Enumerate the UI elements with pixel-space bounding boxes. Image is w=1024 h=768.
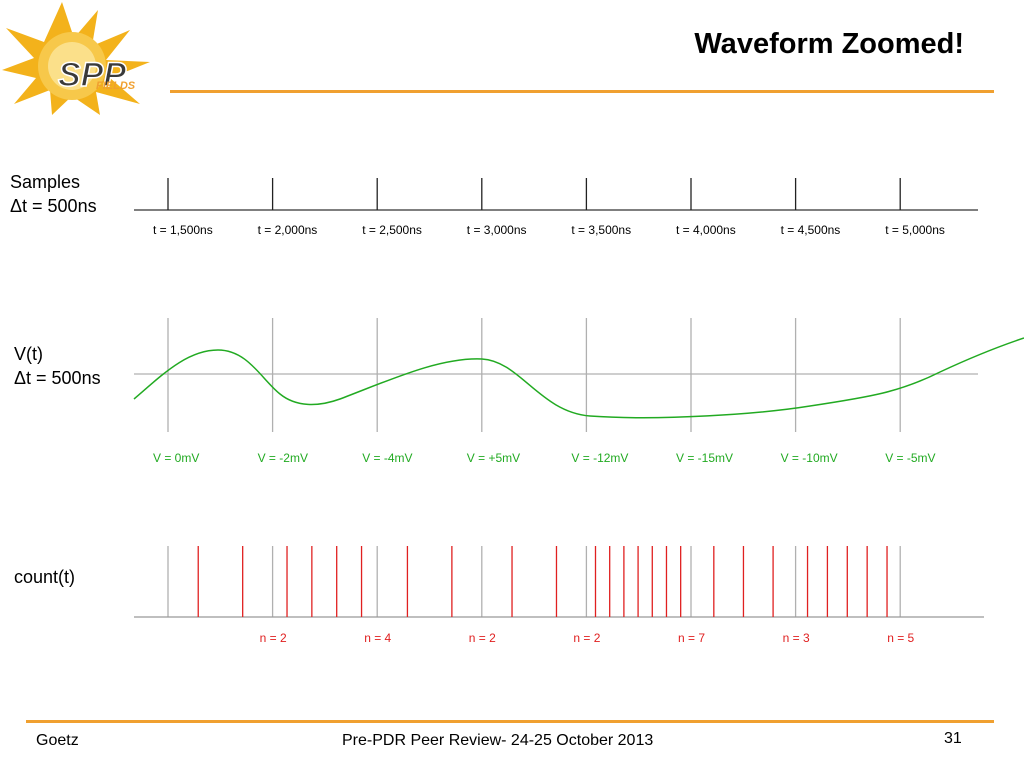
time-label: t = 1,500ns xyxy=(153,223,213,237)
time-label: t = 2,500ns xyxy=(362,223,422,237)
samples-label-block: Samples Δt = 500ns xyxy=(10,170,97,218)
voltage-label: V = -4mV xyxy=(362,451,412,465)
footer-author: Goetz xyxy=(36,732,79,749)
footer-event: Pre-PDR Peer Review- 24-25 October 2013 xyxy=(342,732,654,749)
time-label: t = 3,000ns xyxy=(467,223,527,237)
count-label: n = 3 xyxy=(783,631,810,645)
time-label: t = 4,000ns xyxy=(676,223,736,237)
samples-sublabel: Δt = 500ns xyxy=(10,196,97,216)
sun-burst-icon xyxy=(2,2,150,115)
voltage-row: V = 0mV V = -2mV V = -4mV V = +5mV V = -12mV… xyxy=(133,318,1024,465)
slide-title: Waveform Zoomed! xyxy=(694,28,964,60)
voltage-label: V = -15mV xyxy=(676,451,733,465)
time-label: t = 5,000ns xyxy=(885,223,945,237)
samples-label: Samples xyxy=(10,172,81,192)
voltage-label: V = +5mV xyxy=(467,451,520,465)
logo-text: FIELDS xyxy=(96,80,136,92)
page-number: 31 xyxy=(944,730,962,747)
samples-row: t = 1,500ns t = 2,000ns t = 2,500ns t = 3,0… xyxy=(134,178,978,237)
time-label: t = 4,500ns xyxy=(781,223,841,237)
count-label: count(t) xyxy=(14,567,76,587)
time-label: t = 3,500ns xyxy=(571,223,631,237)
voltage-label-block: V(t) Δt = 500ns xyxy=(14,342,101,390)
logo-letters: SPP xyxy=(58,56,126,94)
voltage-label: V = -10mV xyxy=(781,451,838,465)
count-label: n = 4 xyxy=(364,631,391,645)
voltage-label: V = -5mV xyxy=(885,451,935,465)
voltage-label: V = -2mV xyxy=(258,451,308,465)
count-label: n = 2 xyxy=(260,631,287,645)
voltage-sublabel: Δt = 500ns xyxy=(14,368,101,388)
voltage-label: V = 0mV xyxy=(153,451,199,465)
title-underline xyxy=(170,90,994,93)
count-label: n = 2 xyxy=(469,631,496,645)
voltage-waveform xyxy=(133,337,1024,419)
voltage-label: V(t) xyxy=(14,344,43,364)
voltage-label: V = -12mV xyxy=(571,451,628,465)
count-label-block: count(t) xyxy=(14,565,75,589)
count-label: n = 5 xyxy=(887,631,914,645)
footer-rule xyxy=(26,720,994,723)
spp-fields-logo: SPP FIELDS xyxy=(2,2,150,115)
count-label: n = 2 xyxy=(573,631,600,645)
count-row: n = 2 n = 4 n = 2 n = 2 n = 7 n = 3 n = 5 xyxy=(134,546,984,645)
count-label: n = 7 xyxy=(678,631,705,645)
time-label: t = 2,000ns xyxy=(258,223,318,237)
